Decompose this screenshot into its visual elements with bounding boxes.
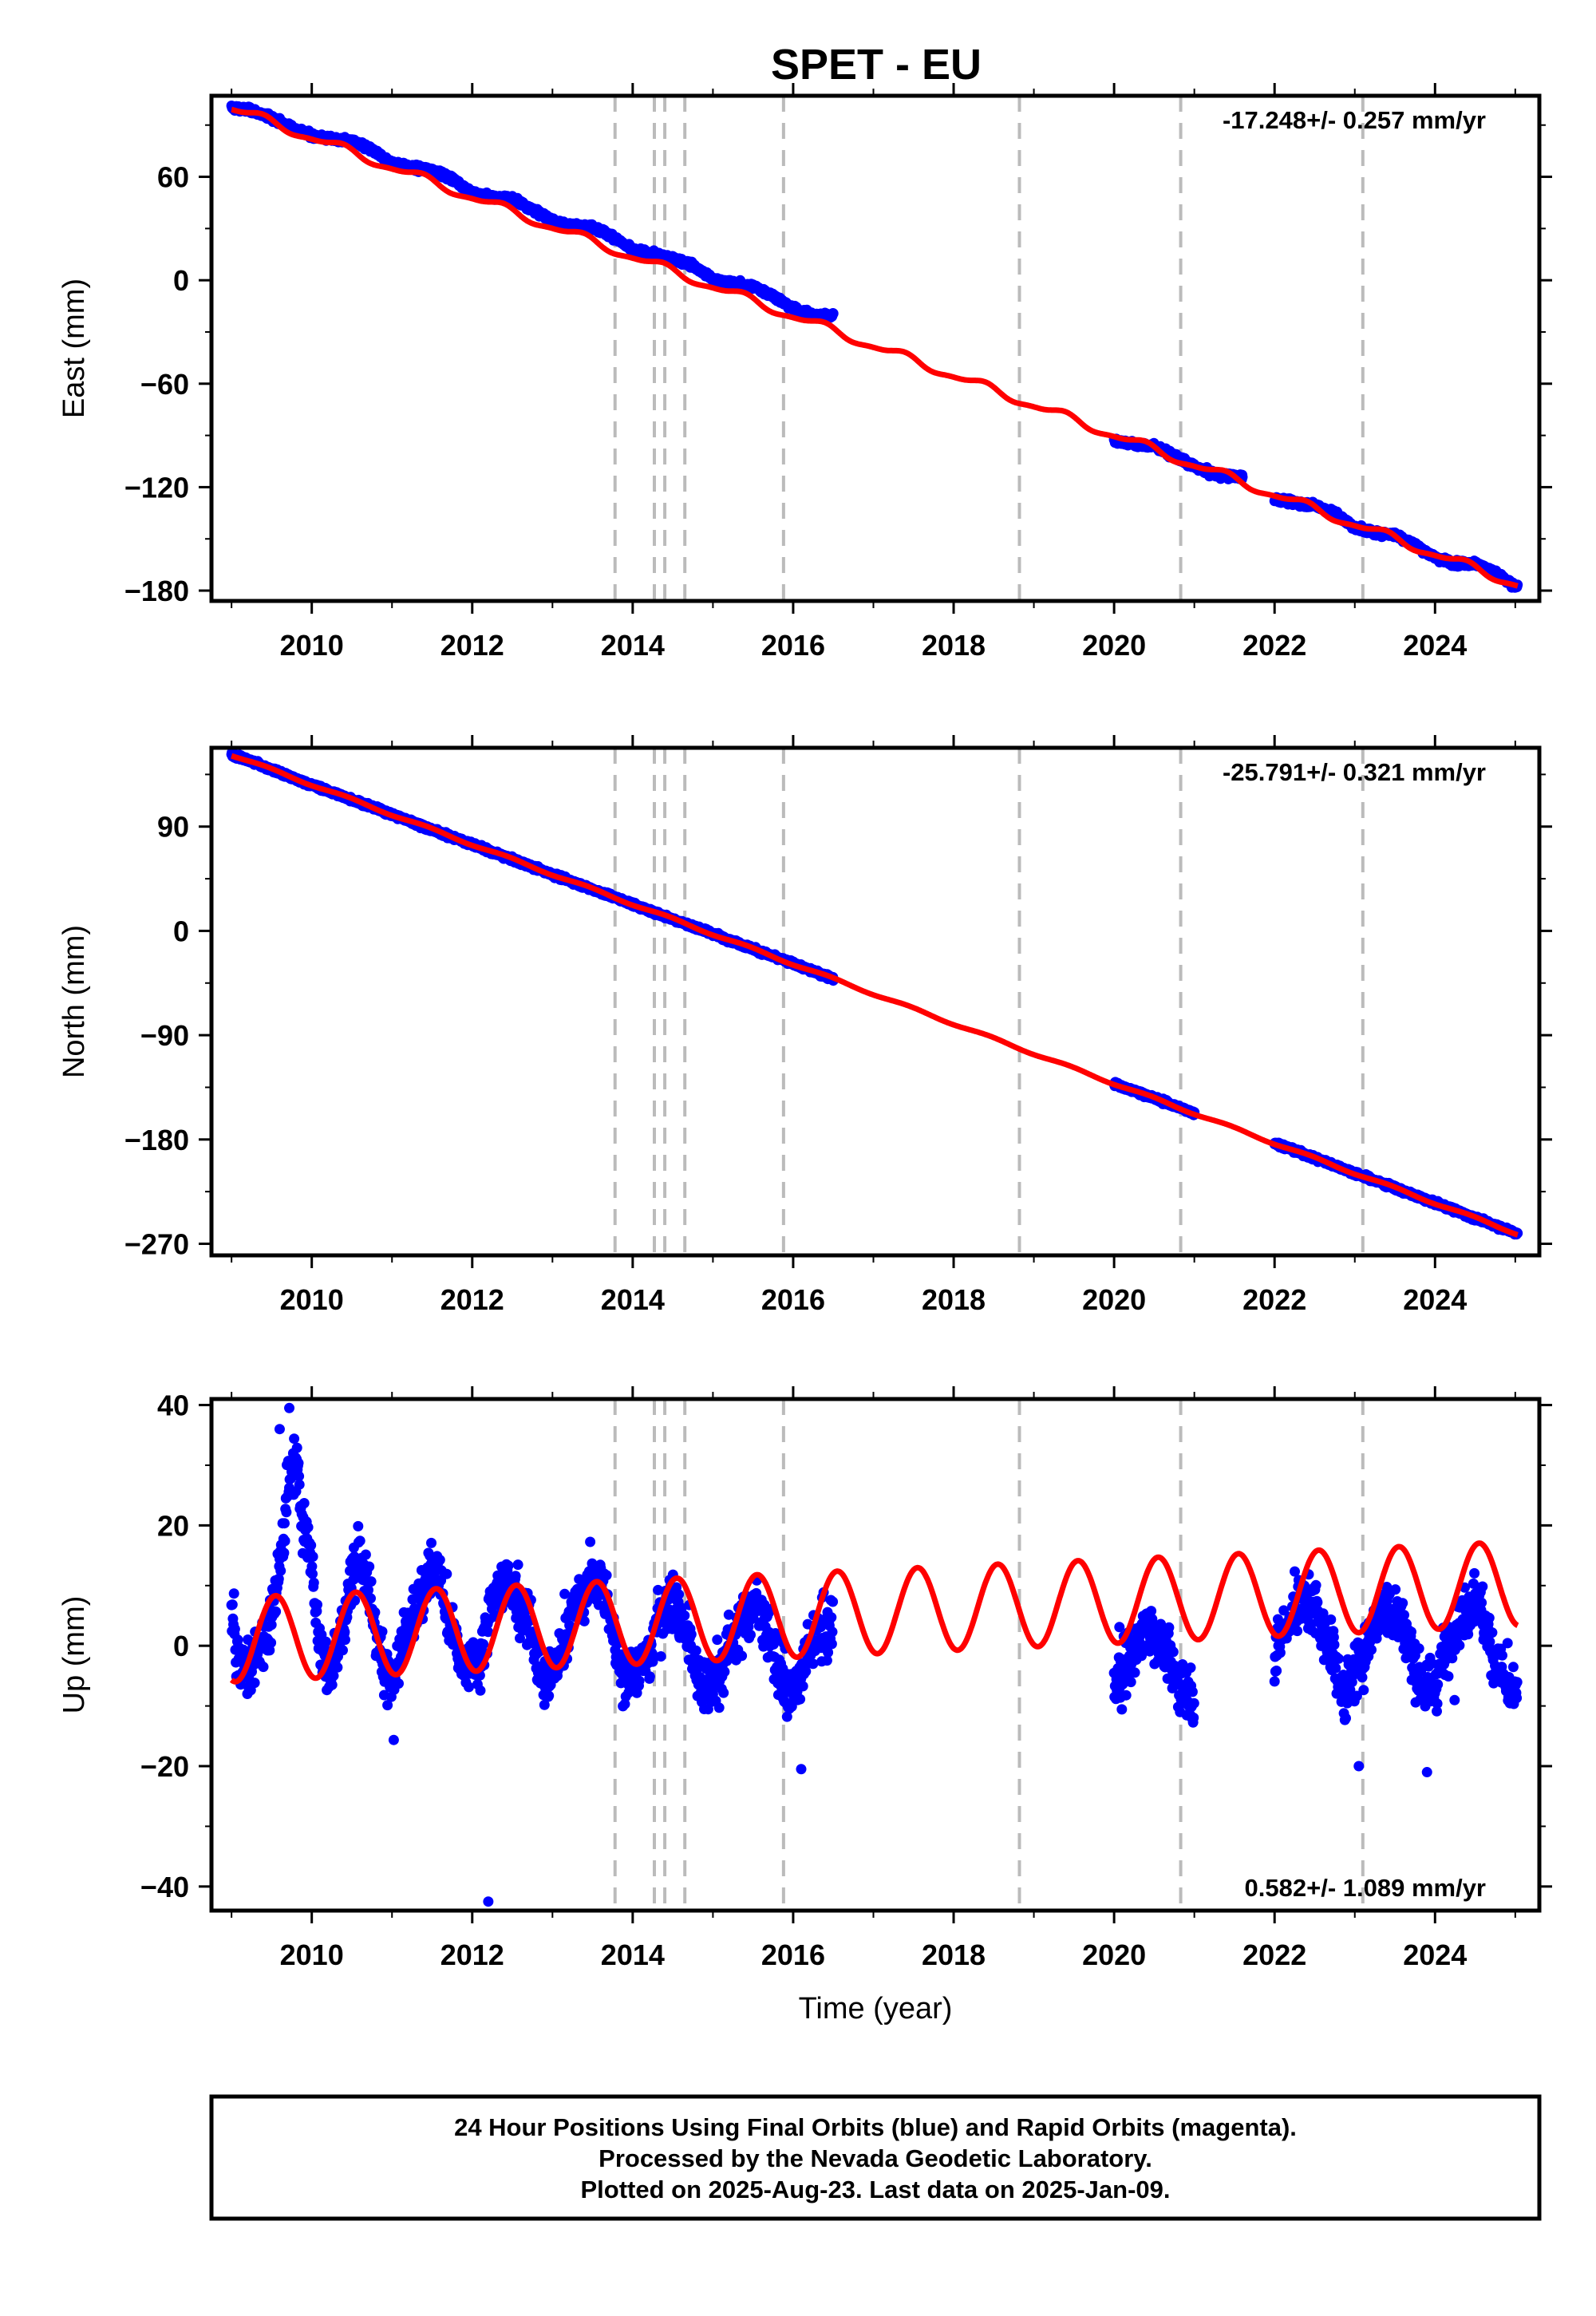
step-lines bbox=[613, 96, 1365, 601]
y-tick-label: −180 bbox=[124, 575, 189, 607]
step-lines bbox=[613, 748, 1365, 1255]
x-tick-label: 2016 bbox=[761, 629, 825, 662]
x-tick-label: 2022 bbox=[1242, 629, 1306, 662]
x-tick-label: 2010 bbox=[280, 629, 344, 662]
data-point bbox=[828, 308, 839, 319]
x-tick-label: 2024 bbox=[1403, 629, 1467, 662]
x-tick-label: 2020 bbox=[1082, 629, 1146, 662]
model-line bbox=[231, 106, 1519, 589]
east-panel: −180 −120 −60 0 60 2010 2012 2014 2016 2018 2020 20… bbox=[57, 83, 1552, 662]
y-tick-label: 60 bbox=[157, 161, 189, 194]
x-tick-label: 2014 bbox=[601, 629, 665, 662]
y-axis-label: East (mm) bbox=[57, 279, 91, 418]
rate-label: -17.248+/- 0.257 mm/yr bbox=[1223, 106, 1486, 134]
y-tick-label: −60 bbox=[140, 368, 189, 401]
y-tick-label: −120 bbox=[124, 471, 189, 504]
x-tick-label: 2018 bbox=[922, 629, 986, 662]
y-tick-label: 0 bbox=[173, 264, 189, 297]
x-tick-label: 2012 bbox=[440, 629, 504, 662]
figure-title: SPET - EU bbox=[771, 41, 982, 89]
